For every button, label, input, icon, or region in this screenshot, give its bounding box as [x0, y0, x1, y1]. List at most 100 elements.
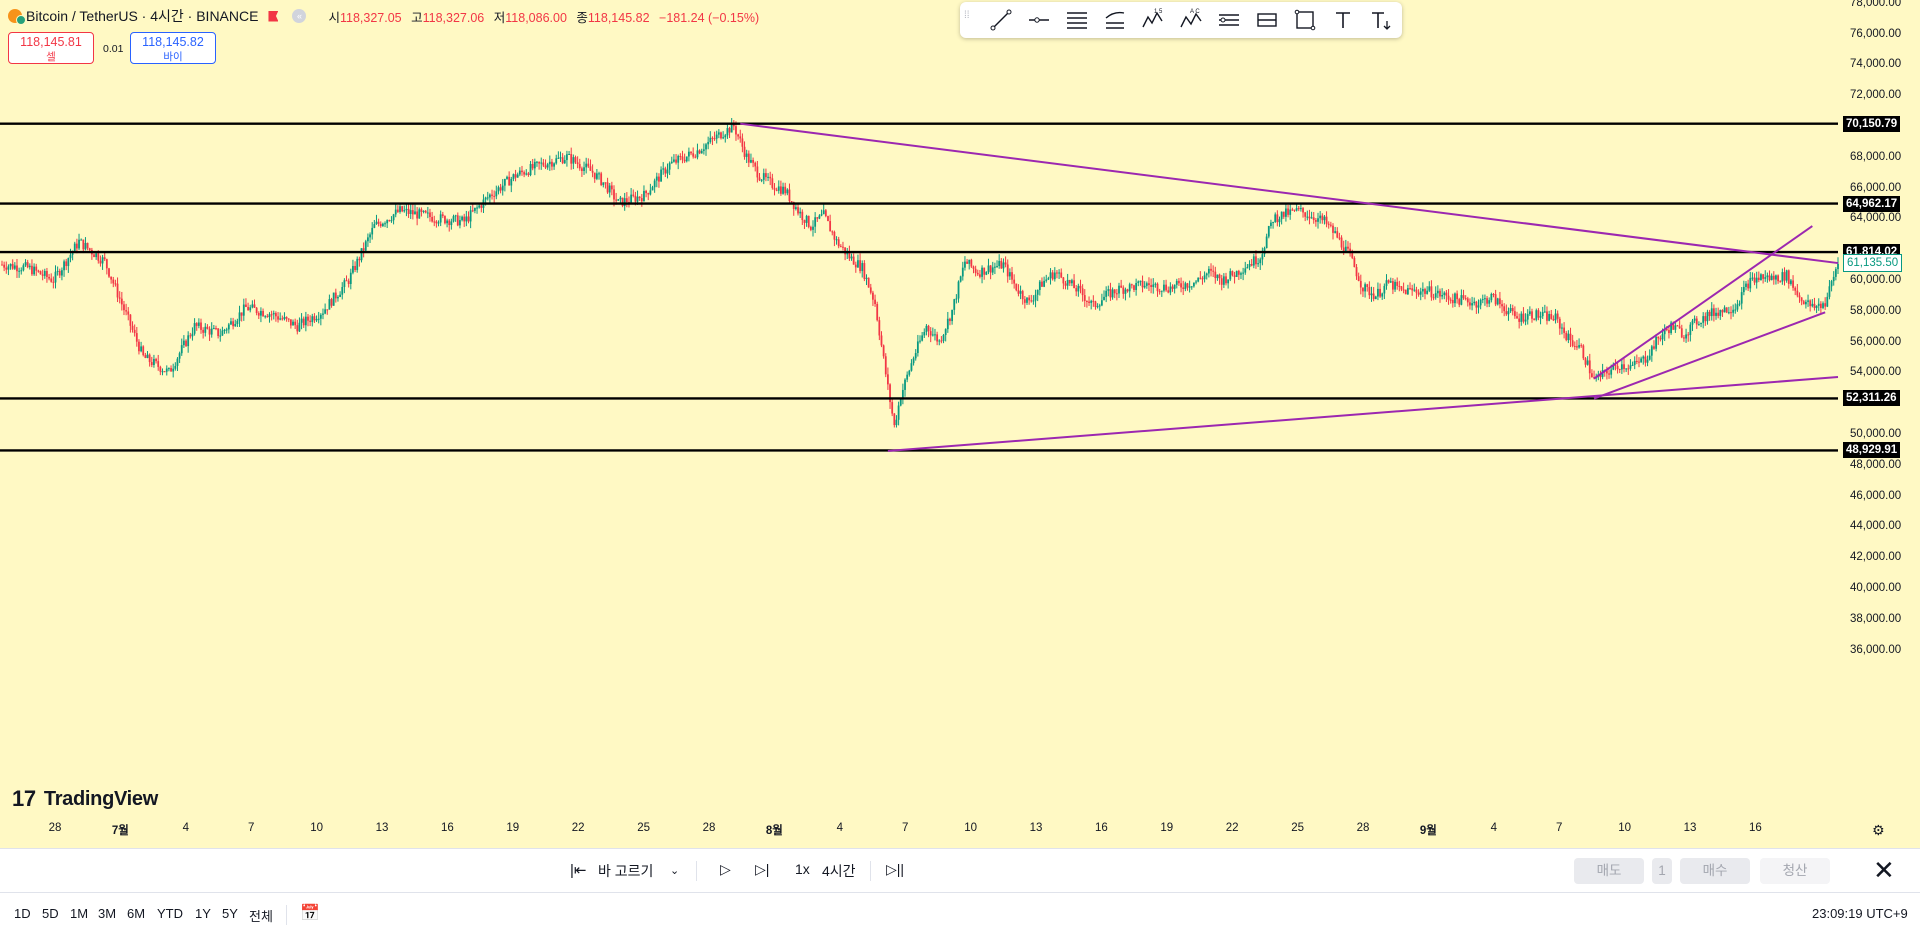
- candle-body: [1441, 294, 1444, 297]
- candle-body: [463, 216, 466, 222]
- range-ytd-button[interactable]: YTD: [157, 906, 183, 921]
- text-icon[interactable]: [1324, 4, 1362, 36]
- range-3m-button[interactable]: 3M: [98, 906, 117, 921]
- candle-body: [379, 223, 382, 227]
- chart-pane[interactable]: Bitcoin / TetherUS · 4시간 · BINANCE « 시11…: [0, 0, 1920, 848]
- drag-handle-icon[interactable]: ⁞⁞: [964, 10, 970, 21]
- range-1m-button[interactable]: 1M: [70, 906, 89, 921]
- range-5d-button[interactable]: 5D: [42, 906, 59, 921]
- candle-body: [238, 312, 241, 321]
- replay-interval[interactable]: 4시간: [822, 863, 856, 879]
- candle-body: [219, 335, 222, 337]
- candle-body: [296, 325, 299, 332]
- candle-body: [1342, 247, 1345, 253]
- level-price-label[interactable]: 70,150.79: [1843, 115, 1901, 132]
- symbol-header[interactable]: Bitcoin / TetherUS · 4시간 · BINANCE « 시11…: [8, 6, 765, 26]
- trend-line[interactable]: [1593, 311, 1826, 400]
- candle-body: [675, 159, 677, 163]
- replay-speed[interactable]: 1x: [795, 861, 810, 877]
- close-icon[interactable]: ✕: [1873, 855, 1895, 885]
- sell-order-button[interactable]: 매도: [1574, 858, 1644, 884]
- play-icon[interactable]: ▷: [720, 861, 731, 877]
- long-position-icon[interactable]: [1210, 4, 1248, 36]
- buy-order-button[interactable]: 매수: [1680, 858, 1750, 884]
- candle-body: [623, 198, 626, 206]
- candle-body: [1165, 284, 1167, 291]
- candle-body: [467, 216, 470, 222]
- parallel-channel-icon[interactable]: [1058, 4, 1096, 36]
- candle-body: [756, 166, 759, 178]
- trend-line[interactable]: [887, 376, 1839, 452]
- flag-icon[interactable]: [268, 10, 279, 22]
- candle-body: [683, 159, 686, 162]
- pitchfork-icon[interactable]: [1096, 4, 1134, 36]
- candle-body: [1434, 293, 1437, 298]
- select-bar-button[interactable]: 바 고르기: [598, 863, 654, 879]
- abcd-pattern-icon[interactable]: A C: [1172, 4, 1210, 36]
- level-price-label[interactable]: 48,929.91: [1843, 442, 1901, 459]
- candle-body: [204, 326, 207, 333]
- candle-body: [1030, 300, 1033, 302]
- price-range-icon[interactable]: [1248, 4, 1286, 36]
- candle-body: [9, 263, 12, 267]
- horizontal-ray-icon[interactable]: [1020, 4, 1058, 36]
- candle-body: [996, 266, 998, 268]
- chart-settings-gear-icon[interactable]: ⚙: [1872, 822, 1885, 838]
- hide-indicator-icon[interactable]: «: [292, 9, 307, 23]
- candle-body: [11, 263, 14, 269]
- trend-line-icon[interactable]: [982, 4, 1020, 36]
- trend-line[interactable]: [740, 122, 1839, 265]
- tradingview-logo[interactable]: 17 TradingView: [12, 786, 158, 812]
- candle-body: [394, 209, 397, 215]
- candle-body: [215, 328, 217, 330]
- price-chart[interactable]: [0, 0, 1920, 848]
- candle-body: [441, 214, 444, 217]
- chevron-down-icon[interactable]: ⌄: [670, 865, 680, 877]
- range-1d-button[interactable]: 1D: [14, 906, 31, 921]
- quantity-field[interactable]: 1: [1652, 858, 1672, 884]
- candle-body: [484, 197, 487, 200]
- close-position-button[interactable]: 청산: [1760, 858, 1830, 884]
- jump-to-realtime-icon[interactable]: ▷||: [886, 861, 905, 877]
- level-price-label[interactable]: 52,311.26: [1843, 390, 1900, 407]
- drawing-toolbar[interactable]: ⁞⁞ 1 5 A C: [960, 2, 1402, 38]
- candle-body: [555, 158, 558, 164]
- rectangle-icon[interactable]: [1286, 4, 1324, 36]
- candle-body: [1775, 275, 1777, 280]
- range-5y-button[interactable]: 5Y: [222, 906, 238, 921]
- sell-button[interactable]: 118,145.81 셀: [8, 32, 94, 64]
- candle-body: [1614, 364, 1617, 366]
- candle-body: [788, 189, 791, 202]
- candle-body: [178, 353, 181, 359]
- anchored-text-icon[interactable]: [1362, 4, 1400, 36]
- candle-body: [1270, 222, 1272, 226]
- candle-body: [1392, 281, 1394, 290]
- candle-body: [1783, 272, 1786, 281]
- candle-body: [979, 274, 981, 277]
- candle-body: [1646, 359, 1649, 363]
- buy-button[interactable]: 118,145.82 바이: [130, 32, 216, 64]
- range-1y-button[interactable]: 1Y: [195, 906, 211, 921]
- symbol-title[interactable]: Bitcoin / TetherUS · 4시간 · BINANCE: [26, 8, 259, 24]
- time-tick-label: 10: [964, 822, 977, 834]
- step-forward-icon[interactable]: ▷|: [755, 861, 770, 877]
- time-tick-label: 7: [247, 822, 255, 834]
- clock-timezone[interactable]: 23:09:19 UTC+9: [1812, 906, 1908, 921]
- svg-text:A C: A C: [1190, 9, 1200, 15]
- candle-body: [1633, 360, 1636, 365]
- candle-body: [1524, 319, 1527, 322]
- candle-body: [685, 156, 688, 162]
- candle-body: [735, 126, 737, 135]
- candle-body: [1267, 225, 1270, 237]
- candle-body: [929, 331, 932, 336]
- candle-body: [1787, 270, 1790, 284]
- calendar-icon[interactable]: 📅: [300, 905, 320, 922]
- range-6m-button[interactable]: 6M: [127, 906, 146, 921]
- level-price-label[interactable]: 64,962.17: [1843, 195, 1901, 212]
- candle-body: [1278, 219, 1281, 223]
- candle-body: [1362, 287, 1364, 292]
- elliott-wave-icon[interactable]: 1 5: [1134, 4, 1172, 36]
- select-bar-icon[interactable]: |⇤: [570, 862, 587, 879]
- trend-line[interactable]: [1593, 225, 1813, 380]
- range-all-button[interactable]: 전체: [249, 909, 273, 924]
